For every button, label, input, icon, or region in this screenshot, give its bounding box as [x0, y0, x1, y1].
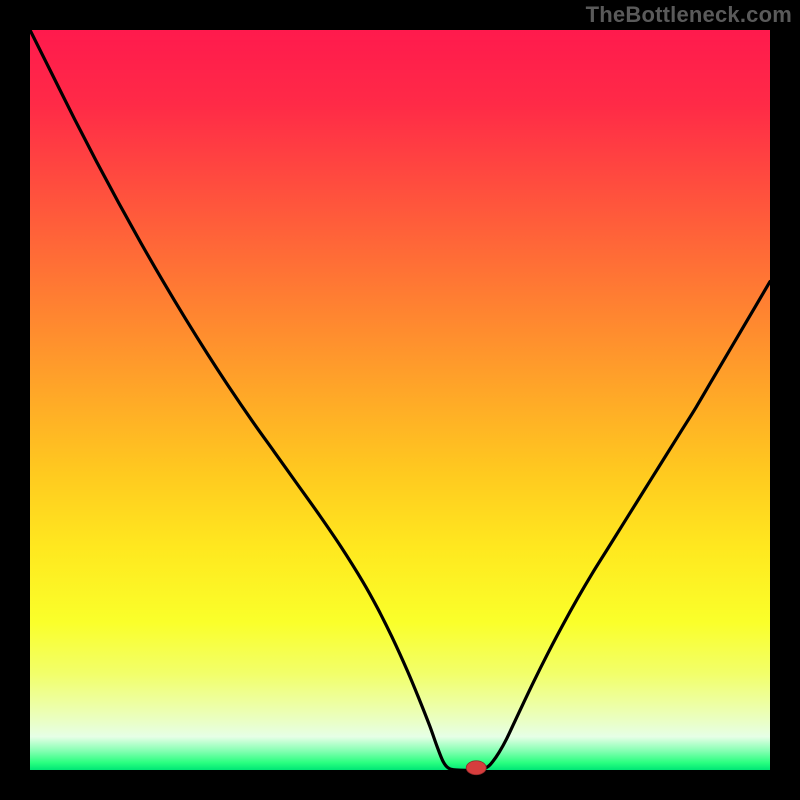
watermark-text: TheBottleneck.com: [586, 2, 792, 28]
chart-svg: [0, 0, 800, 800]
stage: TheBottleneck.com: [0, 0, 800, 800]
plot-background: [30, 30, 770, 770]
optimum-marker: [466, 761, 486, 775]
